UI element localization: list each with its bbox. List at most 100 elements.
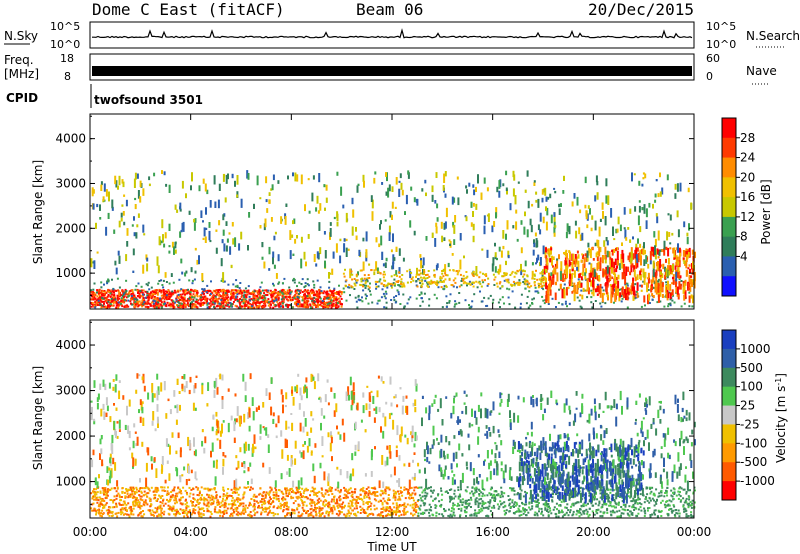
echo-cell [293, 218, 296, 224]
echo-cell [267, 507, 270, 510]
echo-cell [501, 275, 504, 278]
echo-cell [152, 294, 154, 297]
echo-cell [243, 291, 246, 294]
echo-cell [617, 287, 619, 296]
echo-cell [117, 250, 120, 256]
echo-cell [398, 267, 401, 274]
echo-cell [689, 268, 691, 274]
echo-cell [339, 495, 342, 498]
echo-cell [632, 277, 635, 281]
freq-label: Freq. [4, 53, 34, 67]
echo-cell [171, 241, 174, 248]
echo-cell [107, 288, 110, 291]
echo-cell [215, 291, 218, 294]
echo-cell [402, 257, 405, 262]
echo-cell [211, 303, 214, 306]
echo-cell [599, 247, 602, 253]
echo-cell [550, 272, 553, 276]
velocity-scatter-layer [90, 373, 696, 518]
echo-cell [322, 292, 325, 295]
echo-cell [415, 486, 418, 489]
echo-cell [148, 296, 151, 299]
echo-cell [637, 215, 640, 226]
echo-cell [655, 272, 658, 279]
echo-cell [166, 301, 169, 304]
echo-cell [125, 503, 128, 506]
echo-cell [143, 301, 146, 304]
echo-cell [616, 228, 619, 233]
echo-cell [410, 277, 413, 280]
echo-cell [241, 300, 244, 303]
echo-cell [292, 253, 295, 256]
echo-cell [310, 514, 313, 517]
echo-cell [316, 279, 319, 282]
echo-cell [188, 486, 191, 489]
echo-cell [122, 181, 125, 188]
echo-cell [590, 280, 593, 287]
echo-cell [395, 280, 398, 283]
echo-cell [274, 231, 277, 235]
echo-cell [312, 291, 314, 294]
echo-cell [193, 305, 196, 308]
echo-cell [138, 292, 141, 295]
echo-cell [541, 295, 544, 298]
echo-cell [124, 299, 127, 302]
echo-cell [598, 287, 601, 295]
echo-cell [654, 245, 656, 255]
echo-cell [604, 259, 607, 264]
echo-cell [313, 501, 316, 504]
echo-cell [487, 283, 490, 285]
echo-cell [137, 213, 140, 218]
echo-cell [535, 238, 538, 248]
echo-cell [554, 263, 557, 269]
echo-cell [312, 280, 315, 283]
echo-cell [302, 305, 305, 308]
echo-cell [248, 501, 251, 504]
echo-cell [499, 298, 502, 301]
echo-cell [332, 302, 335, 305]
echo-cell [177, 293, 180, 296]
echo-cell [524, 287, 527, 290]
echo-cell [107, 511, 110, 514]
echo-cell [654, 193, 657, 198]
echo-cell [139, 487, 142, 489]
echo-cell [393, 299, 396, 302]
echo-cell [240, 513, 242, 516]
echo-cell [658, 251, 661, 256]
echo-cell [216, 304, 219, 307]
echo-cell [312, 304, 315, 307]
echo-cell [307, 289, 309, 292]
echo-cell [366, 508, 369, 511]
echo-cell [300, 174, 303, 185]
echo-cell [674, 183, 677, 190]
echo-cell [149, 512, 152, 515]
echo-cell [139, 505, 142, 507]
echo-cell [156, 515, 159, 518]
echo-cell [152, 490, 155, 493]
echo-cell [678, 247, 681, 253]
echo-cell [297, 511, 300, 514]
echo-cell [203, 302, 206, 305]
echo-cell [595, 273, 598, 277]
echo-cell [549, 275, 552, 286]
echo-cell [392, 496, 395, 499]
echo-cell [598, 277, 601, 282]
echo-cell [108, 304, 111, 307]
echo-cell [276, 294, 279, 297]
echo-cell [107, 299, 110, 301]
echo-cell [410, 271, 413, 274]
echo-cell [357, 183, 360, 186]
echo-cell [513, 282, 516, 285]
echo-cell [157, 306, 160, 309]
echo-cell [181, 180, 184, 189]
echo-cell [403, 489, 406, 491]
echo-cell [135, 232, 138, 239]
echo-cell [687, 267, 690, 270]
echo-cell [135, 488, 138, 491]
echo-cell [364, 282, 367, 285]
echo-cell [215, 491, 218, 494]
echo-cell [394, 301, 397, 304]
echo-cell [667, 280, 669, 290]
echo-cell [410, 281, 412, 284]
echo-cell [381, 503, 384, 506]
